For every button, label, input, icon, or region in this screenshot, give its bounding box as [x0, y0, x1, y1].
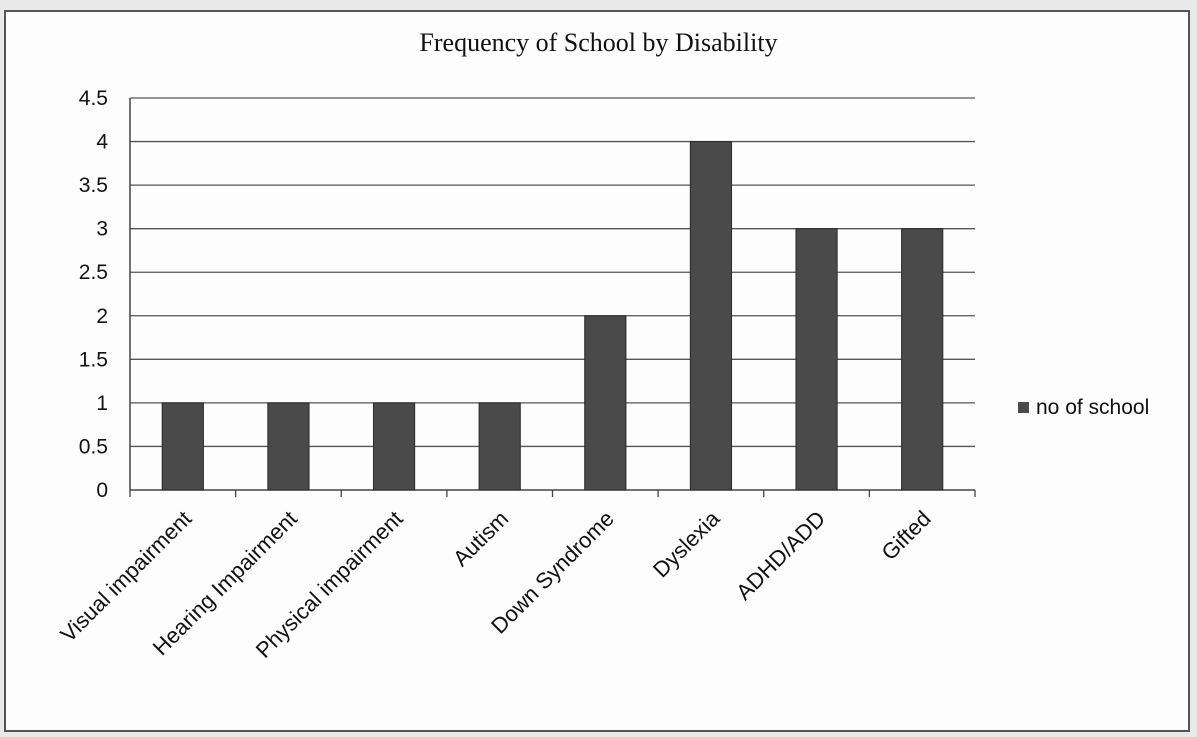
bar: [372, 402, 416, 491]
bar: [267, 402, 310, 491]
y-tick-label: 0: [96, 479, 108, 502]
bar: [584, 315, 627, 491]
y-tick-label: 2: [96, 305, 108, 328]
legend-swatch: [1018, 402, 1029, 413]
chart-title: Frequency of School by Disability: [419, 28, 778, 57]
y-tick-label: 3.5: [79, 174, 108, 197]
legend-label: no of school: [1036, 396, 1149, 419]
x-category-label: ADHD/ADD: [731, 506, 830, 605]
y-tick-label: 2.5: [79, 261, 108, 284]
y-tick-label: 1: [96, 392, 108, 415]
x-category-label: Dyslexia: [648, 505, 725, 582]
y-tick-label: 1.5: [79, 348, 108, 371]
y-tick-label: 3: [96, 218, 108, 241]
x-category-label: Autism: [448, 506, 513, 571]
y-tick-label: 4: [96, 131, 108, 154]
bar: [161, 402, 204, 491]
bar: [478, 402, 521, 491]
bar: [901, 228, 944, 491]
y-tick-label: 0.5: [79, 435, 108, 458]
bar: [689, 141, 733, 491]
bar: [795, 228, 838, 491]
x-category-label: Gifted: [877, 506, 936, 565]
y-tick-label: 4.5: [79, 87, 108, 110]
